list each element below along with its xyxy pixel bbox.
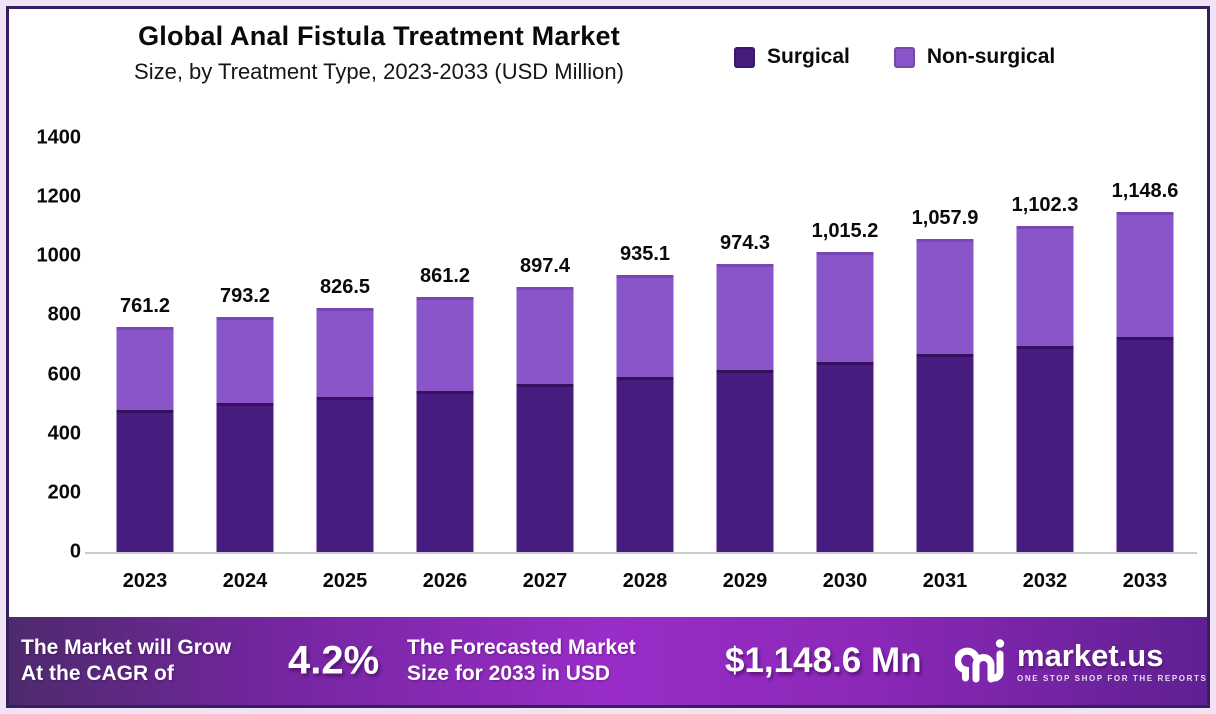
market-us-logo-icon — [955, 639, 1005, 683]
chart-frame: Global Anal Fistula Treatment Market Siz… — [6, 6, 1210, 708]
brand-name: market.us — [1017, 637, 1164, 673]
bar-segment-non-surgical — [416, 297, 474, 391]
bar-segment-surgical — [316, 396, 374, 552]
bar-group-2024: 793.2 — [195, 138, 295, 552]
y-tick-label: 1400 — [36, 126, 82, 149]
legend-item-non-surgical: Non-surgical — [893, 45, 1056, 69]
bar-segment-surgical — [416, 390, 474, 552]
y-tick-label: 1000 — [36, 244, 82, 267]
cagr-label-line1: The Market will Grow — [21, 635, 232, 659]
x-axis-label: 2030 — [822, 570, 868, 592]
y-tick-label: 600 — [47, 363, 81, 386]
non-surgical-swatch-icon — [893, 46, 915, 68]
bar-segment-non-surgical — [616, 275, 674, 377]
forecast-value: $1,148.6 Mn — [725, 641, 922, 680]
bar-segment-non-surgical — [116, 326, 174, 411]
bar-segment-non-surgical — [316, 307, 374, 397]
chart-content: Global Anal Fistula Treatment Market Siz… — [9, 9, 1207, 617]
bar-group-2032: 1,102.3 — [995, 138, 1095, 552]
x-axis-label: 2033 — [1122, 570, 1168, 592]
legend-label: Surgical — [767, 45, 850, 68]
bar-segment-surgical — [516, 383, 574, 552]
legend-item-surgical: Surgical — [734, 45, 850, 69]
bar-segment-non-surgical — [916, 239, 974, 355]
forecast-label-line2: Size for 2033 in USD — [407, 662, 611, 685]
bar-value-label: 897.4 — [519, 254, 571, 277]
y-tick-label: 400 — [47, 422, 81, 445]
legend-label: Non-surgical — [926, 45, 1056, 68]
bar-segment-non-surgical — [1116, 212, 1174, 338]
forecast-label: The Forecasted Market Size for 2033 in U… — [407, 635, 636, 688]
bar-value-label: 826.5 — [319, 275, 371, 298]
bar-segment-non-surgical — [716, 263, 774, 370]
x-axis-label: 2025 — [322, 570, 368, 592]
x-axis-label: 2026 — [422, 570, 468, 592]
bar-segment-surgical — [916, 354, 974, 552]
bar-value-label: 935.1 — [619, 243, 671, 266]
surgical-swatch-icon — [734, 46, 755, 68]
bar-value-label: 1,057.9 — [911, 207, 979, 230]
bar-value-label: 793.2 — [219, 285, 271, 308]
bar-value-label: 1,015.2 — [811, 219, 879, 242]
bar-segment-surgical — [1016, 345, 1074, 552]
bar-group-2026: 861.2 — [395, 138, 495, 552]
bar-segment-non-surgical — [1016, 226, 1074, 346]
bar-value-label: 761.2 — [119, 294, 171, 317]
x-axis-label: 2028 — [622, 570, 668, 592]
x-axis-label: 2031 — [922, 570, 968, 592]
bar-group-2025: 826.5 — [295, 138, 395, 552]
x-axis: 2023 2024 2025 2026 2027 2028 2029 2030 2031 2032… — [95, 554, 1195, 593]
brand-logo: market.us ONE STOP SHOP FOR THE REPORTS — [955, 638, 1207, 684]
bar-group-2031: 1,057.9 — [895, 138, 995, 552]
chart-subtitle: Size, by Treatment Type, 2023-2033 (USD … — [134, 59, 624, 84]
bar-group-2029: 974.3 — [695, 138, 795, 552]
bar-value-label: 974.3 — [719, 231, 771, 254]
bar-segment-non-surgical — [816, 251, 874, 363]
chart-header: Global Anal Fistula Treatment Market Siz… — [49, 21, 709, 85]
bar-segment-surgical — [716, 369, 774, 552]
y-tick-label: 0 — [69, 540, 81, 563]
bar-segment-surgical — [116, 410, 174, 552]
bar-segment-surgical — [1116, 337, 1174, 552]
x-axis-label: 2023 — [122, 570, 168, 592]
bar-segment-surgical — [816, 362, 874, 552]
y-tick-label: 800 — [47, 303, 81, 326]
plot-area: 761.2 793.2 826.5 861.2 897.4 935.1 974.3 1,015… — [95, 138, 1195, 552]
bar-group-2033: 1,148.6 — [1095, 138, 1195, 552]
bar-segment-non-surgical — [516, 286, 574, 384]
y-tick-label: 1200 — [36, 185, 82, 208]
cagr-label: The Market will Grow At the CAGR of — [21, 635, 231, 688]
x-axis-label: 2032 — [1022, 570, 1068, 592]
legend: Surgical Non-surgical — [734, 45, 1055, 69]
forecast-label-line1: The Forecasted Market — [407, 635, 636, 659]
bar-segment-surgical — [616, 376, 674, 552]
cagr-value: 4.2% — [288, 638, 380, 683]
bar-value-label: 1,148.6 — [1111, 180, 1179, 203]
bar-value-label: 1,102.3 — [1011, 194, 1079, 217]
bar-segment-surgical — [216, 403, 274, 552]
x-axis-label: 2024 — [222, 570, 268, 592]
bar-group-2028: 935.1 — [595, 138, 695, 552]
x-axis-label: 2027 — [522, 570, 568, 592]
chart-title: Global Anal Fistula Treatment Market — [138, 21, 620, 51]
cagr-label-line2: At the CAGR of — [21, 662, 174, 685]
footer-banner: The Market will Grow At the CAGR of 4.2%… — [9, 617, 1207, 705]
bar-value-label: 861.2 — [419, 265, 471, 288]
x-axis-baseline — [85, 552, 1197, 554]
y-axis: 0 200 400 600 800 1000 1200 1400 — [9, 127, 82, 563]
y-tick-label: 200 — [47, 481, 81, 504]
brand-text-block: market.us ONE STOP SHOP FOR THE REPORTS — [1017, 640, 1207, 683]
bar-group-2027: 897.4 — [495, 138, 595, 552]
bar-group-2023: 761.2 — [95, 138, 195, 552]
bar-segment-non-surgical — [216, 317, 274, 404]
brand-tagline: ONE STOP SHOP FOR THE REPORTS — [1017, 673, 1208, 683]
x-axis-label: 2029 — [722, 570, 768, 592]
bar-group-2030: 1,015.2 — [795, 138, 895, 552]
